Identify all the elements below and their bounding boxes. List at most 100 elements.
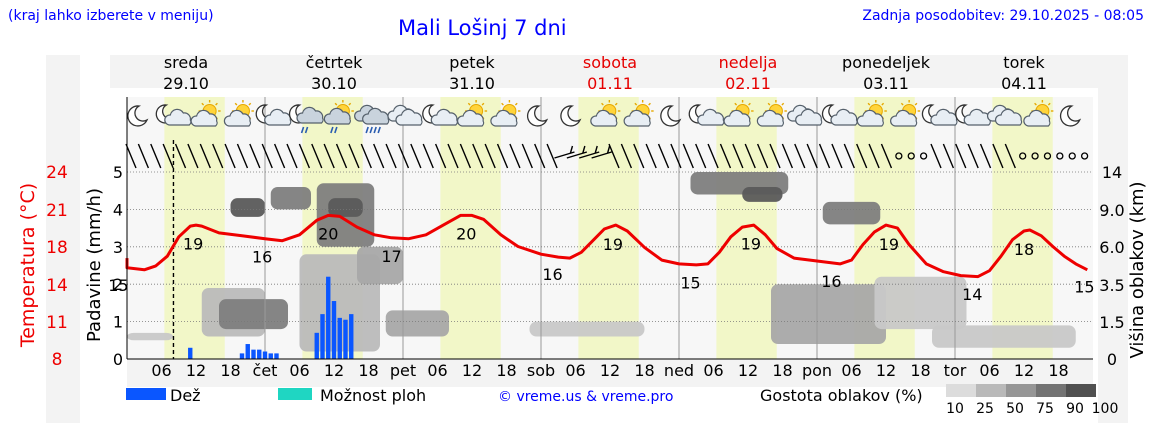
moon-shape xyxy=(560,105,582,127)
cloud-shape xyxy=(296,106,324,124)
sun-ray xyxy=(334,102,338,106)
cloud-shape xyxy=(430,108,458,126)
wind-barb xyxy=(818,143,831,169)
cloud-shape xyxy=(623,109,651,127)
wind-barb xyxy=(434,143,447,169)
density-swatch-90 xyxy=(1066,384,1096,397)
precip-axis-title: Padavine (mm/h) xyxy=(84,188,105,342)
wind-barb xyxy=(955,143,967,169)
wind-barb xyxy=(125,143,137,169)
wind-calm-marker xyxy=(1043,152,1052,160)
x-axis-hour-label: 06 xyxy=(565,361,585,380)
rain-bar xyxy=(349,314,354,359)
cloudy-icon xyxy=(387,104,423,126)
partly-cloudy-icon xyxy=(756,100,787,127)
wind-barb xyxy=(298,143,311,169)
cloud-density-blob xyxy=(874,276,967,330)
cloud-shape xyxy=(1023,109,1051,127)
temperature-label: 20 xyxy=(456,224,476,243)
sun-ray xyxy=(867,102,871,106)
precip-tick-label: 0 xyxy=(113,350,123,369)
wind-barb xyxy=(880,143,893,169)
wind-barb xyxy=(323,143,335,169)
wind-barb xyxy=(484,143,496,169)
wind-barb xyxy=(992,143,1004,169)
cloud-height-axis-title: Višina oblakov (km) xyxy=(1127,181,1148,358)
x-axis-hour-label: 12 xyxy=(324,361,344,380)
cloud-density-blob xyxy=(742,186,783,202)
sun-ray xyxy=(1047,102,1051,106)
precip-tick-label: 2 xyxy=(113,275,123,294)
wind-barb xyxy=(521,143,533,169)
x-axis-hour-label: 12 xyxy=(738,361,758,380)
wind-barb xyxy=(756,143,769,169)
wind-barb-tick xyxy=(569,145,574,154)
wind-barb xyxy=(447,143,459,169)
cloudy-icon xyxy=(986,104,1023,126)
wind-barb xyxy=(856,143,868,169)
partly-cloudy-icon xyxy=(456,100,488,127)
day-name-label: sreda xyxy=(164,53,208,72)
moon-icon xyxy=(1059,105,1082,127)
wind-barb xyxy=(732,143,744,169)
cloud-height-tick-label: 1.5 xyxy=(1099,313,1124,332)
credit-link[interactable]: © vreme.us & vreme.pro xyxy=(498,389,674,405)
cloud-shape xyxy=(323,107,351,125)
cloud-shape xyxy=(723,109,751,127)
day-name-label: četrtek xyxy=(306,53,364,72)
temperature-tick-label: 24 xyxy=(46,163,68,183)
wind-barb xyxy=(843,143,855,169)
cloud-shape xyxy=(490,109,518,127)
wind-barb xyxy=(273,143,286,169)
temperature-label: 15 xyxy=(1074,277,1094,296)
cloud-density-blob xyxy=(328,198,363,217)
wind-barb xyxy=(967,143,979,169)
shower-legend-label: Možnost ploh xyxy=(320,386,427,405)
heavy-rain-icon xyxy=(354,104,390,134)
x-axis-hour-label: 18 xyxy=(634,361,654,380)
wind-barb xyxy=(212,143,224,169)
cloud-shape xyxy=(795,108,823,126)
temperature-axis-title: Temperatura (°C) xyxy=(17,183,39,348)
temperature-tick-label: 8 xyxy=(52,350,63,370)
wind-barb xyxy=(645,143,657,169)
location-hint[interactable]: (kraj lahko izberete v meniju) xyxy=(8,8,214,24)
cloud-density-blob xyxy=(529,321,645,337)
density-swatch-50 xyxy=(1006,384,1036,397)
density-tick: 50 xyxy=(1006,401,1024,417)
partly-cloudy-icon xyxy=(490,100,521,127)
cloud-density-blob xyxy=(219,299,288,330)
sun-ray xyxy=(201,102,205,106)
cloud-height-tick-label: 14 xyxy=(1102,163,1122,182)
wind-calm-marker xyxy=(1019,152,1027,160)
wind-calm-marker xyxy=(1080,152,1089,160)
precip-tick-label: 1 xyxy=(113,313,123,332)
day-date-label: 30.10 xyxy=(311,74,357,93)
wind-barb xyxy=(930,143,942,169)
rain-drop xyxy=(304,126,309,134)
wind-barb xyxy=(459,143,472,169)
cloud-shape xyxy=(456,109,485,127)
wind-calm-marker xyxy=(1068,152,1076,160)
sun-ray xyxy=(215,102,218,106)
wind-barb xyxy=(657,143,670,169)
wind-barb xyxy=(1004,143,1016,169)
wind-barb xyxy=(397,143,410,169)
partly-cloudy-icon xyxy=(223,100,254,127)
cloud-density-ticks: 10 25 50 75 90 100 xyxy=(940,401,1120,417)
moon-icon xyxy=(560,105,582,127)
rain-drop xyxy=(334,126,338,134)
sun-ray xyxy=(481,102,485,106)
x-axis-hour-label: 12 xyxy=(1014,361,1034,380)
wind-barb xyxy=(534,143,546,169)
sun-ray xyxy=(781,102,785,106)
wind-barb xyxy=(410,143,422,169)
x-axis-hour-label: 18 xyxy=(220,361,240,380)
sun-ray xyxy=(601,102,604,106)
day-name-label: sobota xyxy=(583,53,637,72)
day-date-label: 04.11 xyxy=(1001,74,1047,93)
x-axis-hour-label: 12 xyxy=(876,361,896,380)
temperature-label: 19 xyxy=(741,235,761,254)
rain-bar xyxy=(257,349,262,359)
